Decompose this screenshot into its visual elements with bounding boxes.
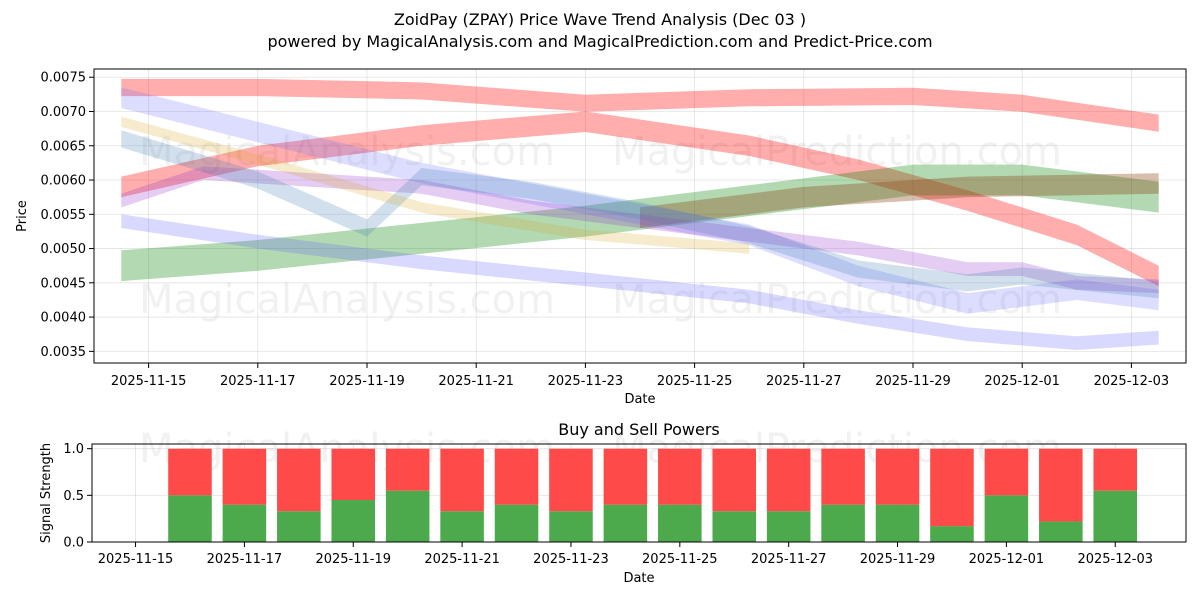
- sell-bar: [440, 448, 484, 512]
- price-axes: 2025-11-15 2025-11-17 2025-11-19 2025-11-21…: [41, 71, 1170, 389]
- sell-bar: [766, 448, 811, 512]
- sell-bar: [821, 448, 865, 505]
- buy-bar: [821, 504, 865, 542]
- buy-bar: [712, 511, 757, 542]
- buy-bar: [1039, 521, 1083, 542]
- price-y-tick-label: 0.0045: [41, 276, 87, 291]
- bar-x-tick-label: 2025-11-19: [315, 552, 391, 567]
- price-wave-band: [121, 116, 750, 254]
- price-wave-band: [121, 87, 1159, 314]
- chart-title: ZoidPay (ZPAY) Price Wave Trend Analysis…: [394, 10, 806, 29]
- price-wave-band: [640, 173, 1159, 228]
- sell-bar: [549, 448, 593, 512]
- bar-x-tick-label: 2025-12-03: [1077, 552, 1153, 567]
- bar-y-axis-label: Signal Strength: [39, 443, 54, 543]
- price-x-tick-label: 2025-11-17: [220, 374, 296, 389]
- buy-bar: [440, 511, 484, 542]
- price-plot-frame: [93, 68, 1187, 364]
- price-wave-band: [121, 78, 1159, 132]
- bar-y-tick-label: 1.0: [63, 442, 84, 457]
- price-x-tick-label: 2025-12-03: [1094, 374, 1170, 389]
- price-y-tick-label: 0.0055: [41, 208, 87, 223]
- price-y-tick-label: 0.0075: [41, 71, 87, 86]
- price-grid: [94, 69, 1186, 363]
- sell-bar: [1039, 448, 1083, 522]
- buy-bar: [930, 526, 974, 542]
- buy-bar: [168, 495, 212, 542]
- bar-chart-title: Buy and Sell Powers: [558, 420, 720, 439]
- price-wave-band: [121, 111, 1159, 287]
- price-y-tick-label: 0.0060: [41, 174, 87, 189]
- buy-bar: [331, 500, 376, 542]
- watermark-text: MagicalAnalysis.com: [139, 129, 555, 175]
- bar-x-tick-label: 2025-11-27: [751, 552, 827, 567]
- buy-bar: [222, 504, 267, 542]
- price-watermarks: MagicalAnalysis.com MagicalPrediction.co…: [139, 129, 1062, 323]
- bar-axes: 2025-11-15 2025-11-17 2025-11-19 2025-11-21…: [63, 442, 1153, 567]
- price-y-axis-label: Price: [15, 200, 30, 232]
- buy-bar: [277, 511, 321, 542]
- bar-x-tick-label: 2025-11-23: [533, 552, 609, 567]
- bar-x-tick-label: 2025-12-01: [969, 552, 1045, 567]
- price-x-tick-label: 2025-11-21: [438, 374, 514, 389]
- sell-bar: [712, 448, 757, 512]
- bar-y-tick-label: 0.5: [63, 489, 84, 504]
- price-x-tick-label: 2025-12-01: [984, 374, 1060, 389]
- sell-bar: [930, 448, 974, 527]
- bar-x-tick-label: 2025-11-17: [207, 552, 283, 567]
- buy-bar: [1093, 490, 1138, 542]
- buy-bar: [603, 504, 648, 542]
- sell-bar: [331, 448, 376, 500]
- price-x-tick-label: 2025-11-19: [329, 374, 405, 389]
- price-y-tick-label: 0.0035: [41, 345, 87, 360]
- bar-x-tick-label: 2025-11-29: [860, 552, 936, 567]
- buy-sell-chart: MagicalAnalysis.com MagicalPrediction.co…: [39, 426, 1187, 586]
- price-wave-band: [121, 164, 1159, 282]
- watermark-text: MagicalPrediction.com: [612, 129, 1062, 175]
- sell-bar: [1093, 448, 1138, 491]
- price-y-tick-label: 0.0050: [41, 242, 87, 257]
- watermark-text: MagicalAnalysis.com: [139, 277, 555, 323]
- watermark-text: MagicalPrediction.com: [612, 277, 1062, 323]
- buy-bar: [658, 504, 702, 542]
- buy-bar: [549, 511, 593, 542]
- sell-bar: [494, 448, 539, 505]
- price-y-tick-label: 0.0040: [41, 311, 87, 326]
- price-chart: MagicalAnalysis.com MagicalPrediction.co…: [15, 68, 1187, 407]
- price-x-tick-label: 2025-11-15: [111, 374, 187, 389]
- price-series: [121, 78, 1159, 350]
- price-wave-band: [121, 214, 1159, 350]
- sell-bar: [875, 448, 920, 505]
- buy-bar: [494, 504, 539, 542]
- bar-series: [168, 448, 1138, 542]
- chart-subtitle: powered by MagicalAnalysis.com and Magic…: [267, 32, 932, 51]
- bar-y-tick-label: 0.0: [63, 536, 84, 551]
- bar-plot-frame: [91, 443, 1187, 543]
- sell-bar: [222, 448, 267, 505]
- price-x-axis-label: Date: [624, 392, 655, 407]
- sell-bar: [603, 448, 648, 505]
- buy-bar: [766, 511, 811, 542]
- bar-x-tick-label: 2025-11-15: [98, 552, 174, 567]
- price-wave-band: [121, 166, 1159, 294]
- sell-bar: [984, 448, 1029, 496]
- price-wave-band: [121, 130, 1159, 299]
- bar-x-tick-label: 2025-11-21: [424, 552, 500, 567]
- buy-bar: [984, 495, 1029, 542]
- price-x-tick-label: 2025-11-25: [657, 374, 733, 389]
- sell-bar: [277, 448, 321, 512]
- price-y-tick-label: 0.0070: [41, 105, 87, 120]
- bar-x-axis-label: Date: [623, 571, 654, 586]
- buy-bar: [385, 490, 430, 542]
- sell-bar: [168, 448, 212, 496]
- price-x-tick-label: 2025-11-23: [548, 374, 624, 389]
- price-x-tick-label: 2025-11-29: [875, 374, 951, 389]
- sell-bar: [658, 448, 702, 505]
- price-y-tick-label: 0.0065: [41, 139, 87, 154]
- sell-bar: [385, 448, 430, 491]
- buy-bar: [875, 504, 920, 542]
- bar-x-tick-label: 2025-11-25: [642, 552, 718, 567]
- price-x-tick-label: 2025-11-27: [766, 374, 842, 389]
